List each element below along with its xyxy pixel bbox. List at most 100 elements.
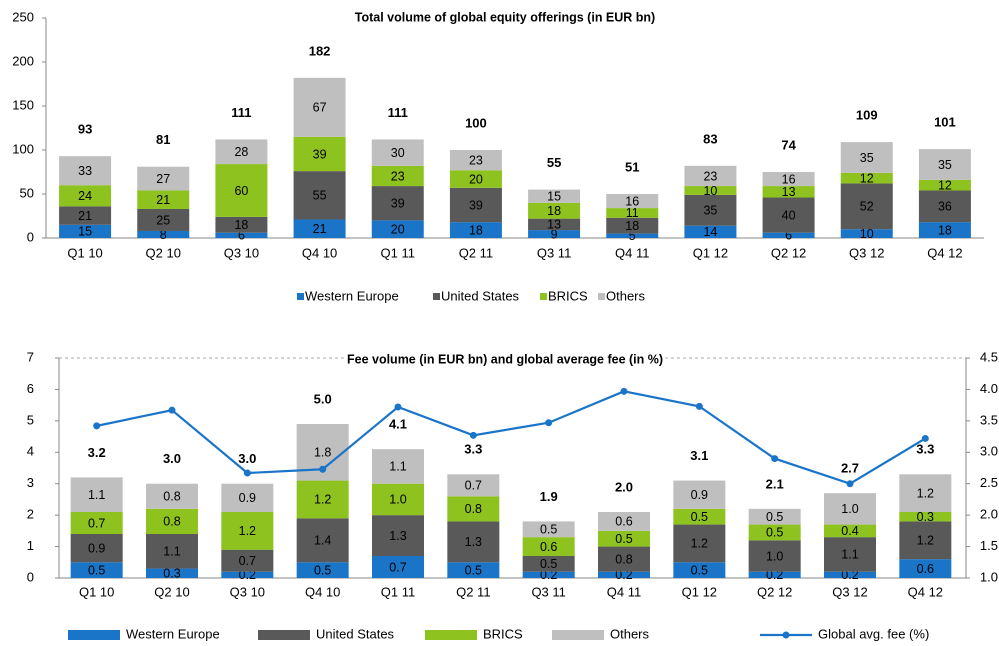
line-marker bbox=[319, 465, 327, 473]
bar-segment bbox=[449, 187, 502, 223]
chart-title: Fee volume (in EUR bn) and global averag… bbox=[347, 352, 663, 366]
data-label: 0.8 bbox=[163, 490, 180, 504]
x-tick-label: Q1 11 bbox=[381, 584, 415, 599]
x-tick-label: Q4 10 bbox=[305, 584, 340, 599]
bar-segment bbox=[606, 217, 659, 234]
data-label: 18 bbox=[938, 223, 952, 237]
bar-segment bbox=[371, 186, 424, 221]
data-label: 1.0 bbox=[389, 493, 406, 507]
bar-segment bbox=[146, 508, 198, 534]
x-tick-label: Q2 10 bbox=[146, 245, 181, 260]
data-label: 1.8 bbox=[314, 446, 331, 460]
y-tick-label: 3 bbox=[27, 475, 34, 490]
bar-segment bbox=[372, 449, 424, 484]
legend-label: Western Europe bbox=[126, 626, 220, 641]
total-label: 3.1 bbox=[690, 448, 708, 463]
data-label: 1.2 bbox=[314, 493, 331, 507]
data-label: 18 bbox=[469, 223, 483, 237]
total-label: 2.0 bbox=[615, 479, 633, 494]
data-label: 0.4 bbox=[841, 524, 858, 538]
legend-label: BRICS bbox=[548, 288, 588, 303]
legend-swatch bbox=[425, 630, 477, 640]
bar-segment bbox=[918, 179, 971, 191]
total-label: 74 bbox=[781, 137, 796, 152]
total-label: 93 bbox=[78, 122, 92, 137]
bar-segment bbox=[59, 206, 112, 225]
bar-segment bbox=[899, 474, 952, 512]
bar-segment bbox=[824, 571, 876, 578]
line-marker bbox=[93, 422, 101, 430]
bar-segment bbox=[522, 571, 575, 578]
data-label: 0.3 bbox=[917, 510, 934, 524]
bar-segment bbox=[748, 540, 801, 572]
bar-segment bbox=[824, 524, 876, 538]
bar-segment bbox=[293, 219, 346, 238]
data-label: 30 bbox=[391, 146, 405, 160]
data-label: 52 bbox=[860, 200, 874, 214]
x-tick-label: Q2 11 bbox=[456, 584, 490, 599]
bar-segment bbox=[528, 230, 581, 238]
data-label: 0.5 bbox=[691, 510, 708, 524]
bar-segment bbox=[70, 534, 123, 563]
bar-segment bbox=[899, 521, 952, 560]
data-label: 0.7 bbox=[465, 479, 482, 493]
data-label: 36 bbox=[938, 200, 952, 214]
x-tick-label: Q4 12 bbox=[908, 584, 943, 599]
bar-segment bbox=[215, 216, 268, 233]
bar-segment bbox=[293, 171, 346, 220]
bar-segment bbox=[748, 571, 801, 578]
legend-swatch bbox=[598, 293, 605, 300]
data-label: 13 bbox=[782, 185, 796, 199]
total-label: 2.7 bbox=[841, 461, 859, 476]
data-label: 18 bbox=[625, 219, 639, 233]
line-marker bbox=[771, 455, 779, 463]
bar-segment bbox=[59, 156, 112, 186]
bar-segment bbox=[673, 524, 726, 563]
data-label: 0.8 bbox=[465, 502, 482, 516]
data-label: 0.7 bbox=[239, 554, 256, 568]
y-tick-label: 5 bbox=[27, 412, 34, 427]
bar-segment bbox=[824, 493, 876, 525]
data-label: 0.5 bbox=[540, 557, 557, 571]
data-label: 0.5 bbox=[615, 532, 632, 546]
bar-segment bbox=[293, 77, 346, 137]
y-tick-label: 100 bbox=[12, 141, 34, 156]
bar-segment bbox=[372, 556, 424, 578]
bar-segment bbox=[918, 222, 971, 238]
y-tick-label: 0 bbox=[27, 229, 34, 244]
bar-segment bbox=[606, 194, 659, 209]
data-label: 8 bbox=[160, 228, 167, 242]
bar-segment bbox=[447, 496, 500, 522]
data-label: 39 bbox=[469, 198, 483, 212]
x-tick-label: Q3 12 bbox=[849, 245, 884, 260]
data-label: 15 bbox=[547, 189, 561, 203]
data-label: 15 bbox=[78, 225, 92, 239]
data-label: 67 bbox=[313, 101, 327, 115]
bar-segment bbox=[146, 483, 198, 509]
bar-segment bbox=[137, 208, 190, 231]
data-label: 23 bbox=[703, 169, 717, 183]
data-label: 40 bbox=[782, 208, 796, 222]
bar-segment bbox=[684, 186, 737, 195]
data-label: 1.2 bbox=[917, 486, 934, 500]
total-label: 101 bbox=[934, 115, 956, 130]
line-marker bbox=[921, 434, 929, 442]
bar-segment bbox=[146, 568, 198, 578]
data-label: 16 bbox=[782, 172, 796, 186]
data-label: 6 bbox=[238, 229, 245, 243]
total-label: 111 bbox=[231, 105, 251, 120]
data-label: 11 bbox=[626, 206, 639, 220]
data-label: 1.2 bbox=[691, 537, 708, 551]
legend-swatch bbox=[68, 630, 120, 640]
y-tick-label: 50 bbox=[20, 185, 34, 200]
y-tick-label: 1 bbox=[27, 538, 34, 553]
bar-segment bbox=[372, 483, 424, 516]
y-tick-label: 7 bbox=[27, 349, 34, 364]
data-label: 6 bbox=[785, 229, 792, 243]
bar-segment bbox=[748, 508, 801, 525]
y-tick-label: 4 bbox=[27, 444, 34, 459]
y-tick-label: 2 bbox=[27, 507, 34, 522]
x-tick-label: Q1 12 bbox=[693, 245, 728, 260]
x-tick-label: Q4 11 bbox=[607, 584, 641, 599]
